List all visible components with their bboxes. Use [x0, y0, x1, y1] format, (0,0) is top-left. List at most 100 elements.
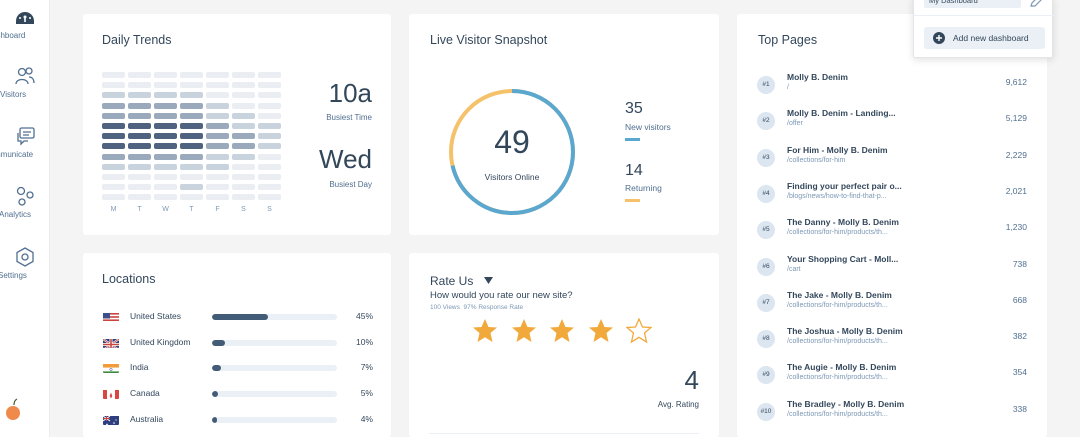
top-page-row[interactable]: #7 The Jake - Molly B. Denim/collections/…: [737, 290, 1047, 320]
star-icon[interactable]: [511, 318, 537, 344]
heatmap-cell: [258, 92, 281, 99]
country-name: Canada: [130, 388, 160, 399]
heatmap-cell: [180, 143, 203, 150]
rank-badge: #6: [757, 257, 775, 276]
add-dashboard-button[interactable]: Add new dashboard: [924, 27, 1045, 49]
heatmap-cell: [258, 184, 281, 191]
nav-visitors[interactable]: Visitors: [0, 65, 50, 99]
top-page-row[interactable]: #1 Molly B. Denim / 9,612: [737, 72, 1047, 102]
fruit-logo-icon: [6, 398, 20, 420]
top-page-row[interactable]: #3 For Him - Molly B. Denim/collections/f…: [737, 145, 1047, 175]
heatmap-cell: [180, 102, 203, 109]
sidebar: ashboard Visitors mmunicate Analytics Se…: [0, 0, 50, 437]
nav-communicate[interactable]: mmunicate: [0, 125, 50, 159]
star-icon[interactable]: [588, 318, 614, 344]
heatmap-cell: [102, 143, 125, 150]
page-views: 2,229: [1005, 149, 1027, 160]
page-path: /cart: [787, 265, 801, 273]
heatmap-cell: [128, 194, 151, 201]
new-visitors-swatch: [625, 138, 640, 141]
caret-down-icon: [483, 277, 493, 285]
page-title: Molly B. Denim: [787, 72, 848, 82]
heatmap-cell: [206, 194, 229, 201]
page-path: /collections/for-him/products/th...: [787, 301, 888, 309]
location-percent: 4%: [360, 413, 373, 424]
location-percent: 10%: [355, 336, 373, 347]
page-title: Your Shopping Cart - Moll...: [787, 253, 899, 264]
heatmap-cell: [206, 133, 229, 140]
heatmap-cell: [180, 123, 203, 129]
heatmap-cell: [258, 194, 281, 201]
heatmap-cell: [154, 184, 177, 191]
views-count: 100 Views: [430, 304, 460, 311]
top-page-row[interactable]: #6 Your Shopping Cart - Moll.../cart 738: [737, 254, 1047, 284]
nav-label-analytics: Analytics: [0, 210, 32, 219]
pencil-icon[interactable]: [1030, 0, 1042, 7]
location-bar: [212, 314, 337, 320]
heatmap-cell: [206, 184, 229, 191]
avg-rating-label: Avg. Rating: [657, 400, 699, 409]
nav-analytics[interactable]: Analytics: [0, 185, 50, 219]
country-name: United States: [130, 311, 182, 321]
heatmap-cell: [154, 143, 177, 150]
heatmap-cell: [128, 82, 151, 89]
busiest-day-value: Wed: [319, 144, 372, 174]
rate-us-card: Rate Us How would you rate our new site?…: [409, 253, 719, 437]
heatmap-cell: [206, 143, 229, 150]
heatmap-cell: [258, 153, 281, 160]
location-percent: 7%: [360, 362, 373, 373]
heatmap-cell: [180, 184, 203, 191]
heatmap-cell: [258, 82, 281, 89]
returning-swatch: [625, 199, 640, 202]
uk-flag-icon: [103, 337, 119, 348]
location-row: India 7%: [83, 361, 391, 375]
page-views: 668: [1012, 294, 1027, 305]
heatmap-cell: [206, 92, 229, 99]
star-icon[interactable]: [549, 318, 575, 344]
dashboard-menu: My Dashboard Add new dashboard: [913, 0, 1054, 58]
rate-us-header[interactable]: Rate Us: [430, 272, 493, 290]
star-icon[interactable]: [472, 318, 498, 344]
top-page-row[interactable]: #9 The Augie - Molly B. Denim/collections…: [737, 362, 1047, 392]
top-page-row[interactable]: #8 The Joshua - Molly B. Denim/collection…: [737, 326, 1047, 356]
heatmap-cell: [128, 174, 151, 180]
page-views: 354: [1012, 367, 1027, 378]
rank-badge: #9: [757, 366, 775, 385]
heatmap-cell: [102, 102, 125, 109]
heatmap-day-label: W: [162, 206, 169, 213]
heatmap-cell: [154, 102, 177, 109]
rank-badge: #2: [757, 112, 775, 131]
heatmap-cell: [232, 133, 255, 140]
heatmap-cell: [102, 184, 125, 191]
heatmap-cell: [258, 123, 281, 129]
top-page-row[interactable]: #4 Finding your perfect pair o.../blogs/n…: [737, 181, 1047, 211]
card-title: Locations: [102, 272, 156, 286]
heatmap-cell: [180, 72, 203, 78]
page-title: Finding your perfect pair o...: [787, 180, 902, 191]
heatmap-day-label: T: [137, 206, 142, 213]
heatmap-cell: [258, 163, 281, 170]
top-page-row[interactable]: #2 Molly B. Denim - Landing.../offer 5,129: [737, 108, 1047, 138]
heatmap-cell: [258, 112, 281, 119]
dashboard-select[interactable]: My Dashboard: [924, 0, 1021, 8]
nav-dashboard[interactable]: ashboard: [0, 6, 50, 40]
star-icon[interactable]: [626, 318, 652, 344]
top-page-row[interactable]: #5 The Danny - Molly B. Denim/collections…: [737, 217, 1047, 247]
heatmap-cell: [232, 153, 255, 160]
nav-label-visitors: Visitors: [0, 90, 27, 99]
heatmap-cell: [128, 92, 151, 99]
top-page-row[interactable]: #10 The Bradley - Molly B. Denim/collecti…: [737, 399, 1047, 429]
heatmap-cell: [232, 112, 255, 119]
page-views: 1,230: [1005, 222, 1027, 233]
location-percent: 45%: [355, 311, 373, 321]
heatmap-cell: [206, 112, 229, 119]
heatmap-day-label: S: [267, 206, 272, 213]
page-views: 382: [1012, 331, 1027, 342]
nav-settings[interactable]: Settings: [0, 246, 50, 280]
heatmap-cell: [232, 102, 255, 109]
nav-label-dashboard: ashboard: [0, 31, 26, 40]
rank-badge: #7: [757, 293, 775, 312]
nav-label-communicate: mmunicate: [0, 150, 34, 159]
rank-badge: #8: [757, 330, 775, 349]
heatmap-cell: [232, 174, 255, 180]
